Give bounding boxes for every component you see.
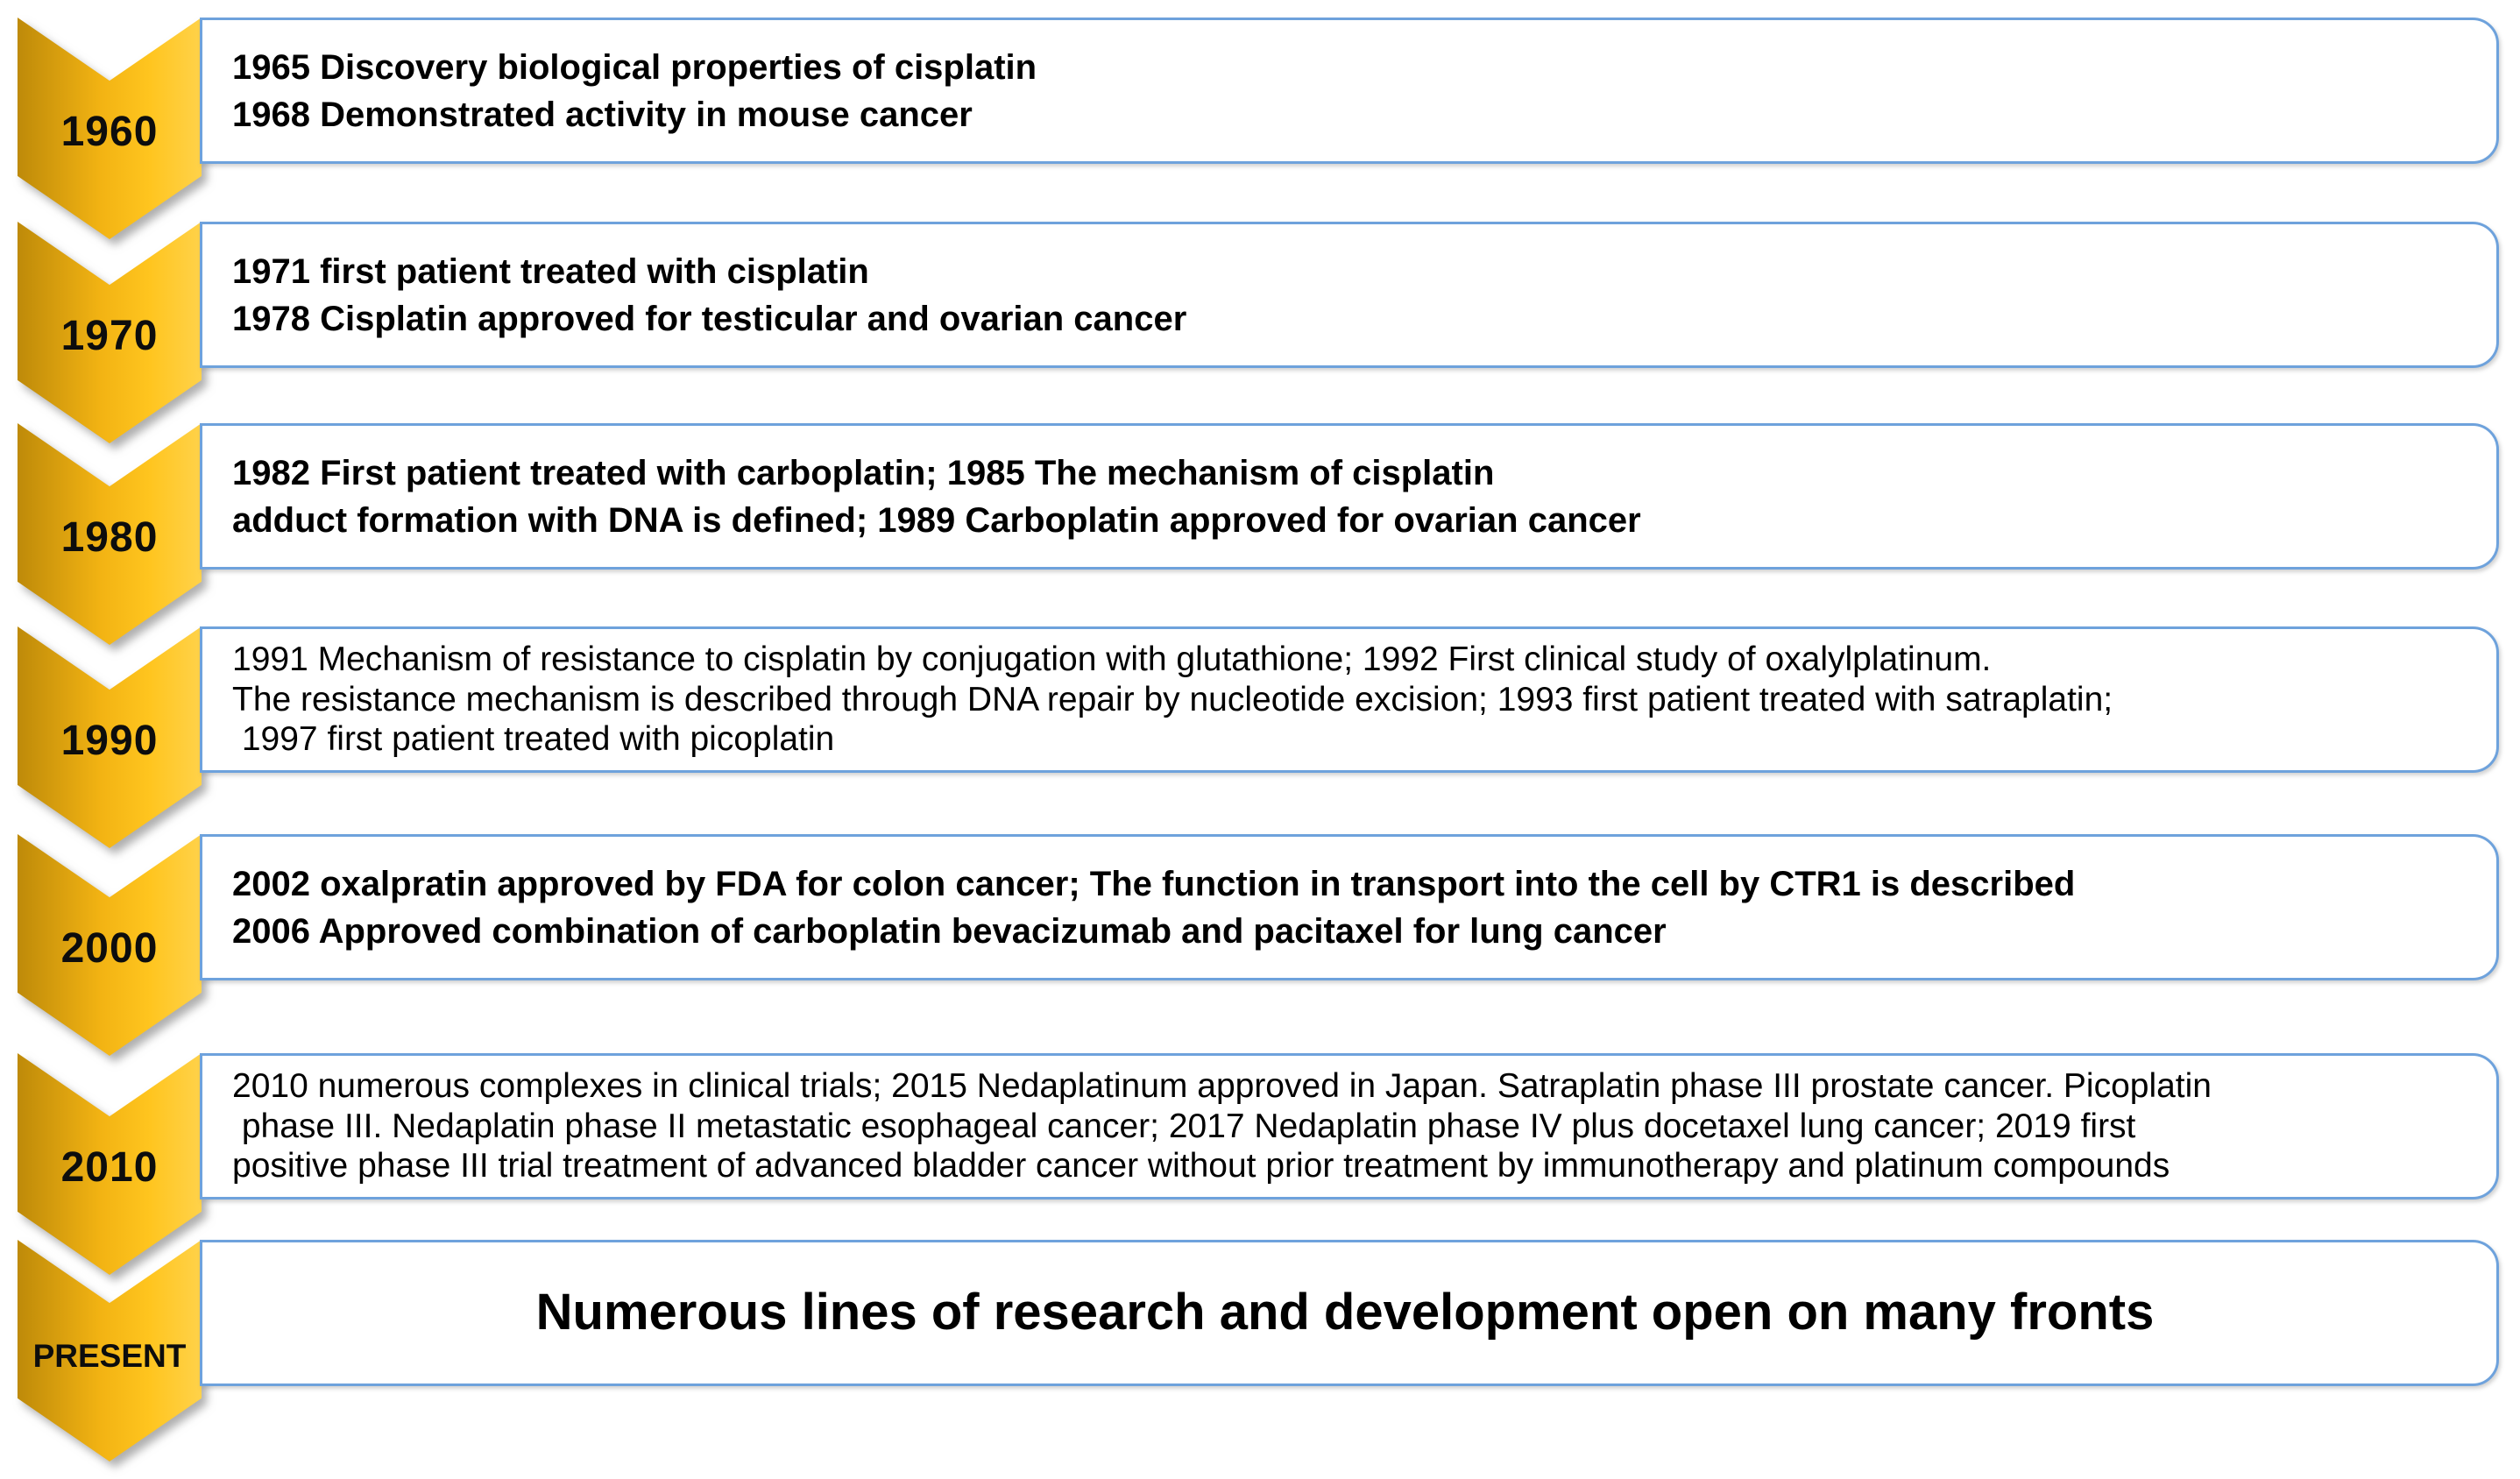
chevron-2010: 2010 <box>18 1053 202 1275</box>
event-line: 2010 numerous complexes in clinical tria… <box>232 1067 2212 1106</box>
event-line: Numerous lines of research and developme… <box>535 1284 2155 1341</box>
chevron-2000: 2000 <box>18 834 202 1056</box>
year-label-2010: 2010 <box>60 1144 159 1191</box>
chevron-present: PRESENT <box>18 1240 202 1461</box>
year-label-1970: 1970 <box>60 313 159 359</box>
event-box-2000: 2002 oxalpratin approved by FDA for colo… <box>200 834 2499 980</box>
event-line: 1971 first patient treated with cisplati… <box>232 251 869 291</box>
year-label-1960: 1960 <box>60 109 159 155</box>
event-line: 1997 first patient treated with picoplat… <box>232 720 835 759</box>
event-line: 1968 Demonstrated activity in mouse canc… <box>232 95 973 134</box>
event-line: 1982 First patient treated with carbopla… <box>232 453 1495 492</box>
chevron-1960: 1960 <box>18 18 202 239</box>
event-box-1960: 1965 Discovery biological properties of … <box>200 18 2499 164</box>
event-box-2010: 2010 numerous complexes in clinical tria… <box>200 1053 2499 1199</box>
event-line: adduct formation with DNA is defined; 19… <box>232 500 1641 540</box>
event-line: 1978 Cisplatin approved for testicular a… <box>232 299 1187 338</box>
event-line: 1991 Mechanism of resistance to cisplati… <box>232 640 1992 679</box>
year-label-2000: 2000 <box>60 925 159 972</box>
event-line: 2002 oxalpratin approved by FDA for colo… <box>232 864 2076 903</box>
event-line: 2006 Approved combination of carboplatin… <box>232 911 1667 951</box>
event-line: phase III. Nedaplatin phase II metastati… <box>232 1107 2136 1145</box>
event-box-present: Numerous lines of research and developme… <box>200 1240 2499 1386</box>
event-box-1980: 1982 First patient treated with carbopla… <box>200 423 2499 570</box>
year-label-1980: 1980 <box>60 514 159 561</box>
year-label-present: PRESENT <box>32 1338 187 1374</box>
chevron-1970: 1970 <box>18 222 202 443</box>
event-box-1990: 1991 Mechanism of resistance to cisplati… <box>200 626 2499 773</box>
event-line: The resistance mechanism is described th… <box>232 680 2113 718</box>
year-label-1990: 1990 <box>60 718 159 764</box>
chevron-1980: 1980 <box>18 423 202 645</box>
chevron-1990: 1990 <box>18 626 202 848</box>
event-line: 1965 Discovery biological properties of … <box>232 47 1037 87</box>
event-box-1970: 1971 first patient treated with cisplati… <box>200 222 2499 368</box>
event-line: positive phase III trial treatment of ad… <box>232 1147 2170 1185</box>
